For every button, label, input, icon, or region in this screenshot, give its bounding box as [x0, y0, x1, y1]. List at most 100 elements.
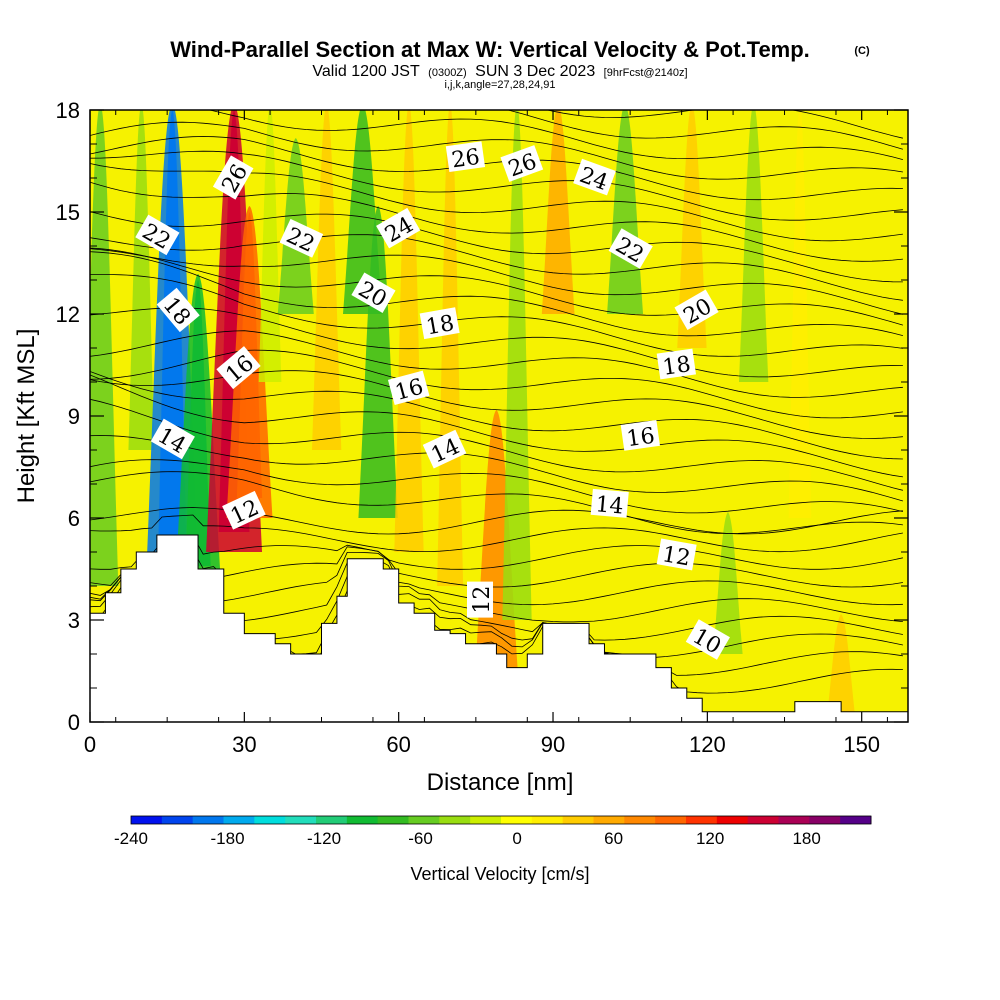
- theta-label-bg: [156, 287, 200, 333]
- theta-line-12: [90, 435, 904, 502]
- colorbar: -240 -180 -120 -60 0 60 120 180: [114, 815, 872, 848]
- colorbar-label: Vertical Velocity [cm/s]: [410, 864, 589, 884]
- theta-line-10: [90, 471, 903, 534]
- theta-line-17: [90, 349, 903, 419]
- theta-line-19: [90, 307, 903, 378]
- theta-line-20: [90, 274, 903, 357]
- colorbar-swatch: [840, 816, 872, 824]
- colorbar-tick-label: 0: [512, 829, 521, 848]
- colorbar-swatch: [778, 816, 810, 824]
- w-band-17: [677, 110, 707, 348]
- colorbar-swatch: [562, 816, 594, 824]
- x-axis: 0 30 60 90 120 150: [84, 110, 888, 757]
- theta-line-13: [90, 398, 903, 491]
- colorbar-swatch: [470, 816, 502, 824]
- w-band-8: [311, 110, 342, 450]
- theta-label-11: 18: [419, 307, 460, 340]
- w-band-19: [738, 110, 769, 382]
- theta-label-bg: [387, 370, 430, 406]
- colorbar-swatch: [161, 816, 194, 824]
- theta-line-23: [90, 248, 903, 315]
- w-band-20: [788, 110, 812, 518]
- theta-label-bg: [656, 348, 696, 380]
- theta-line-28: [90, 150, 903, 221]
- theta-line-29: [90, 136, 903, 201]
- theta-label-bg: [573, 158, 616, 196]
- x-tick-label: 60: [386, 732, 410, 757]
- forecast-info: [9hrFcst@2140z]: [604, 67, 688, 79]
- theta-line-11: [90, 459, 903, 514]
- copyright-mark: (C): [854, 45, 870, 57]
- colorbar-swatch: [747, 816, 779, 824]
- colorbar-swatch: [377, 816, 409, 824]
- theta-label-16: 22: [279, 218, 324, 258]
- theta-label-text: 18: [424, 311, 456, 340]
- theta-label-bg: [150, 418, 195, 460]
- theta-label-6: 14: [590, 488, 629, 520]
- y-tick-label: 0: [68, 710, 80, 735]
- colorbar-swatch: [531, 816, 564, 824]
- colorbar-swatch: [192, 816, 224, 824]
- w-band-18: [713, 512, 743, 654]
- theta-label-text: 12: [470, 586, 495, 614]
- theta-label-bg: [500, 145, 544, 182]
- theta-label-12: 18: [656, 348, 696, 381]
- w-band-0: [90, 110, 119, 586]
- w-band-6: [258, 110, 282, 382]
- colorbar-tick-label: 180: [792, 829, 820, 848]
- x-axis-label: Distance [nm]: [427, 769, 574, 796]
- valid-zulu: (0300Z): [428, 67, 467, 79]
- theta-label-bg: [419, 307, 460, 340]
- theta-label-bg: [656, 538, 697, 571]
- theta-line-15: [90, 371, 903, 460]
- colorbar-swatch: [716, 816, 749, 824]
- y-tick-label: 18: [56, 98, 80, 123]
- colorbar-swatch: [624, 816, 656, 824]
- theta-line-26: [90, 181, 903, 262]
- w-band-1: [128, 110, 155, 450]
- theta-label-bg: [445, 141, 486, 172]
- w-band-14: [502, 110, 532, 620]
- theta-line-25: [90, 211, 903, 283]
- theta-label-text: 14: [594, 492, 624, 519]
- y-tick-label: 3: [68, 608, 80, 633]
- colorbar-swatch: [439, 816, 471, 824]
- theta-label-bg: [466, 581, 493, 618]
- colorbar-swatch: [316, 816, 348, 824]
- theta-label-bg: [422, 429, 467, 469]
- theta-label-bg: [590, 488, 629, 518]
- colorbar-swatch: [408, 816, 440, 824]
- theta-line-7: [90, 535, 903, 570]
- theta-label-3: 12: [656, 538, 697, 572]
- theta-line-6: [90, 546, 903, 588]
- y-tick-label: 9: [68, 404, 80, 429]
- y-axis-label: Height [Kft MSL]: [13, 329, 40, 504]
- colorbar-tick-label: -60: [408, 829, 433, 848]
- valid-prefix: Valid 1200 JST: [312, 63, 420, 80]
- y-tick-label: 15: [56, 200, 80, 225]
- theta-label-bg: [222, 490, 266, 530]
- theta-label-bg: [135, 214, 180, 256]
- w-band-21: [826, 614, 856, 722]
- theta-label-bg: [216, 346, 261, 390]
- theta-line-18: [90, 330, 903, 398]
- theta-label-text: 16: [625, 424, 656, 453]
- colorbar-frame: [130, 815, 872, 825]
- colorbar-swatch: [285, 816, 317, 824]
- theta-label-text: 18: [661, 352, 692, 381]
- theta-label-1: 12: [222, 490, 266, 530]
- theta-line-8: [90, 514, 903, 553]
- theta-label-2: 12: [466, 581, 495, 618]
- colorbar-tick-label: 120: [696, 829, 724, 848]
- theta-label-bg: [376, 207, 421, 249]
- theta-line-30: [90, 121, 903, 180]
- y-tick-label: 12: [56, 302, 80, 327]
- theta-label-bg: [351, 272, 396, 313]
- colorbar-swatch: [655, 816, 687, 824]
- valid-date: SUN 3 Dec 2023: [475, 63, 595, 80]
- colorbar-swatch: [501, 816, 533, 824]
- colorbar-swatch: [223, 816, 255, 824]
- y-axis: 0 3 6 9 12 15 18: [56, 98, 908, 735]
